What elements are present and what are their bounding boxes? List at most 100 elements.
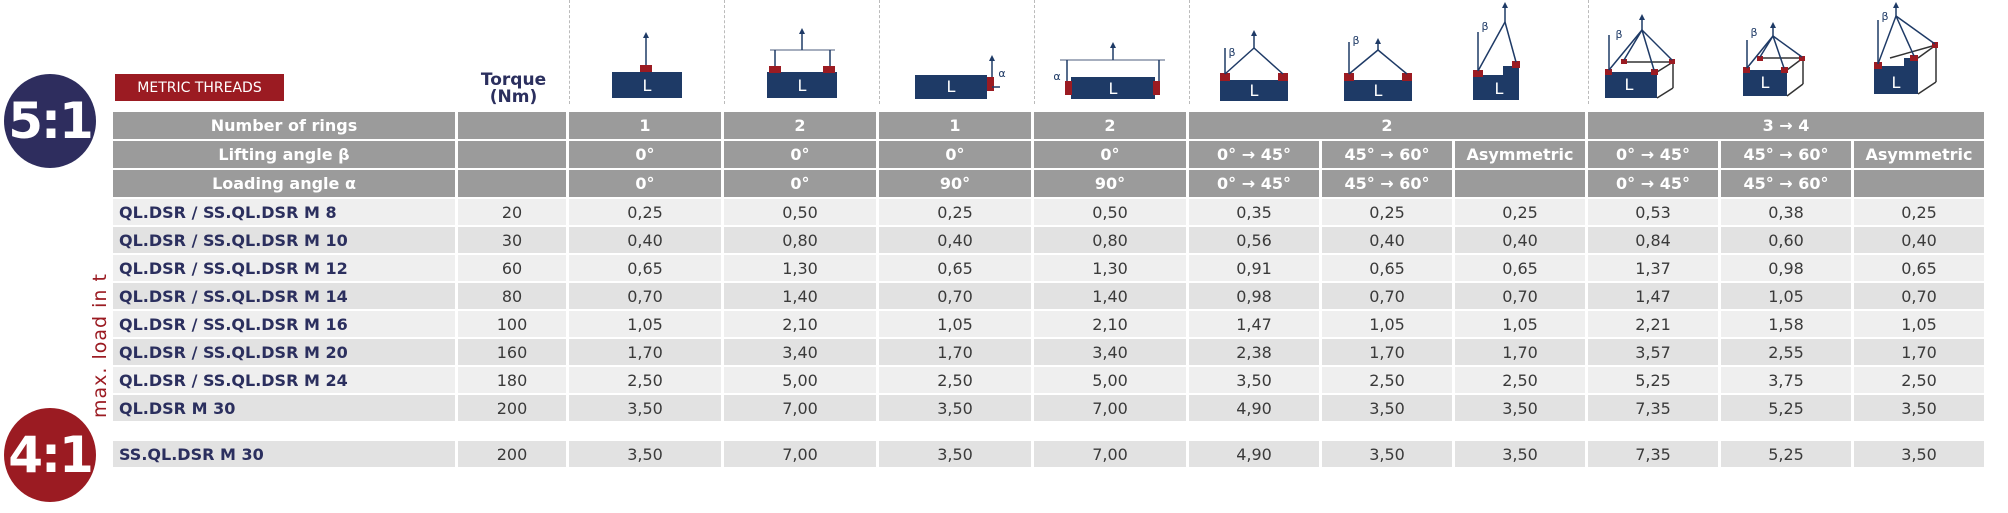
load-letter: L: [1109, 79, 1118, 98]
torque-unit: (Nm): [489, 87, 538, 107]
row-torque: 30: [458, 227, 566, 253]
row-load-value: 1,47: [1189, 311, 1319, 337]
row-load-value: 7,00: [1034, 395, 1186, 421]
row-load-value: 0,50: [1034, 199, 1186, 225]
row-load-value: 1,70: [569, 339, 721, 365]
row-load-value: 0,35: [1189, 199, 1319, 225]
torque-label: Torque: [480, 70, 547, 90]
row-load-value: 7,00: [724, 441, 876, 467]
beta-symbol: β: [1881, 10, 1888, 23]
four-leg-sling-0-45-icon: βL: [1605, 14, 1675, 99]
row-load-value: 2,38: [1189, 339, 1319, 365]
load-letter: L: [643, 76, 652, 95]
row-load-value: 1,30: [724, 255, 876, 281]
row-thread-name: QL.DSR / SS.QL.DSR M 10: [113, 227, 455, 253]
load-table-4-1: SS.QL.DSR M 30 200 3,50 7,00 3,50 7,00 4,90 3,5…: [113, 441, 1984, 467]
row-load-value: 3,50: [569, 441, 721, 467]
header-lifting-angle: Lifting angle β: [113, 141, 455, 168]
two-leg-sling-0-45-icon: βL: [1220, 30, 1288, 101]
loading-angle-cell: 0° → 45°: [1189, 170, 1319, 197]
four-leg-sling-45-60-icon: βL: [1743, 22, 1805, 97]
row-load-value: 2,50: [1854, 367, 1984, 393]
loading-angle-cell: [1455, 170, 1585, 197]
row-load-value: 0,65: [569, 255, 721, 281]
row-torque: 80: [458, 283, 566, 309]
row-load-value: 3,50: [1854, 395, 1984, 421]
lifting-angle-cell: Asymmetric: [1854, 141, 1984, 168]
row-load-value: 0,70: [879, 283, 1031, 309]
header-loading-angle: Loading angle α: [113, 170, 455, 197]
row-load-value: 0,98: [1189, 283, 1319, 309]
row-load-value: 0,50: [724, 199, 876, 225]
row-load-value: 2,10: [724, 311, 876, 337]
two-ring-spreader-lift-icon: L: [767, 28, 837, 98]
lifting-angle-cell: Asymmetric: [1455, 141, 1585, 168]
row-load-value: 0,53: [1588, 199, 1718, 225]
row-thread-name: QL.DSR / SS.QL.DSR M 16: [113, 311, 455, 337]
row-load-value: 0,25: [1455, 199, 1585, 225]
row-thread-name: QL.DSR / SS.QL.DSR M 14: [113, 283, 455, 309]
row-torque: 160: [458, 339, 566, 365]
lifting-angle-cell: 0°: [879, 141, 1031, 168]
lifting-angle-cell: 0°: [724, 141, 876, 168]
loading-angle-cell: 45° → 60°: [1322, 170, 1452, 197]
row-load-value: 0,56: [1189, 227, 1319, 253]
row-load-value: 1,05: [1322, 311, 1452, 337]
row-load-value: 0,70: [569, 283, 721, 309]
row-load-value: 0,40: [569, 227, 721, 253]
loading-angle-cell: 0° → 45°: [1588, 170, 1718, 197]
row-load-value: 0,70: [1854, 283, 1984, 309]
loading-angle-cell: 0°: [724, 170, 876, 197]
row-load-value: 4,90: [1189, 441, 1319, 467]
row-load-value: 2,50: [569, 367, 721, 393]
row-load-value: 0,40: [1455, 227, 1585, 253]
icon-cell: L: [724, 0, 876, 104]
row-load-value: 3,50: [879, 395, 1031, 421]
row-load-value: 2,50: [879, 367, 1031, 393]
load-letter: L: [1374, 81, 1383, 100]
load-letter: L: [1892, 73, 1901, 92]
alpha-symbol: α: [1053, 70, 1060, 83]
row-load-value: 1,70: [1322, 339, 1452, 365]
row-load-value: 3,75: [1721, 367, 1851, 393]
row-load-value: 5,25: [1588, 367, 1718, 393]
load-letter: L: [1625, 75, 1634, 94]
row-load-value: 1,58: [1721, 311, 1851, 337]
row-load-value: 3,50: [1455, 395, 1585, 421]
row-load-value: 0,70: [1455, 283, 1585, 309]
row-load-value: 0,98: [1721, 255, 1851, 281]
row-thread-name: QL.DSR / SS.QL.DSR M 12: [113, 255, 455, 281]
loading-angle-cell: 90°: [879, 170, 1031, 197]
beta-symbol: β: [1352, 34, 1359, 47]
row-torque: 60: [458, 255, 566, 281]
header-number-of-rings: Number of rings: [113, 112, 455, 139]
two-ring-side-spreader-lift-icon: αL: [1053, 42, 1165, 99]
row-load-value: 0,70: [1322, 283, 1452, 309]
row-load-value: 1,37: [1588, 255, 1718, 281]
row-load-value: 5,25: [1721, 441, 1851, 467]
row-thread-name: QL.DSR / SS.QL.DSR M 24: [113, 367, 455, 393]
single-vertical-lift-icon: L: [612, 32, 682, 98]
header-torque-blank: [458, 112, 566, 139]
row-load-value: 0,91: [1189, 255, 1319, 281]
row-load-value: 0,84: [1588, 227, 1718, 253]
row-load-value: 0,40: [1854, 227, 1984, 253]
row-load-value: 7,00: [1034, 441, 1186, 467]
load-letter: L: [1495, 79, 1504, 98]
load-letter: L: [947, 77, 956, 96]
icon-cell: L: [569, 0, 721, 104]
row-load-value: 2,55: [1721, 339, 1851, 365]
row-load-value: 7,35: [1588, 441, 1718, 467]
row-load-value: 0,65: [879, 255, 1031, 281]
row-load-value: 1,47: [1588, 283, 1718, 309]
row-load-value: 2,50: [1455, 367, 1585, 393]
row-load-value: 0,40: [1322, 227, 1452, 253]
row-torque: 180: [458, 367, 566, 393]
icon-spacer-name: [113, 0, 455, 104]
beta-symbol: β: [1228, 46, 1235, 59]
row-load-value: 7,00: [724, 395, 876, 421]
max-load-axis-label: max. load in t: [89, 273, 111, 418]
